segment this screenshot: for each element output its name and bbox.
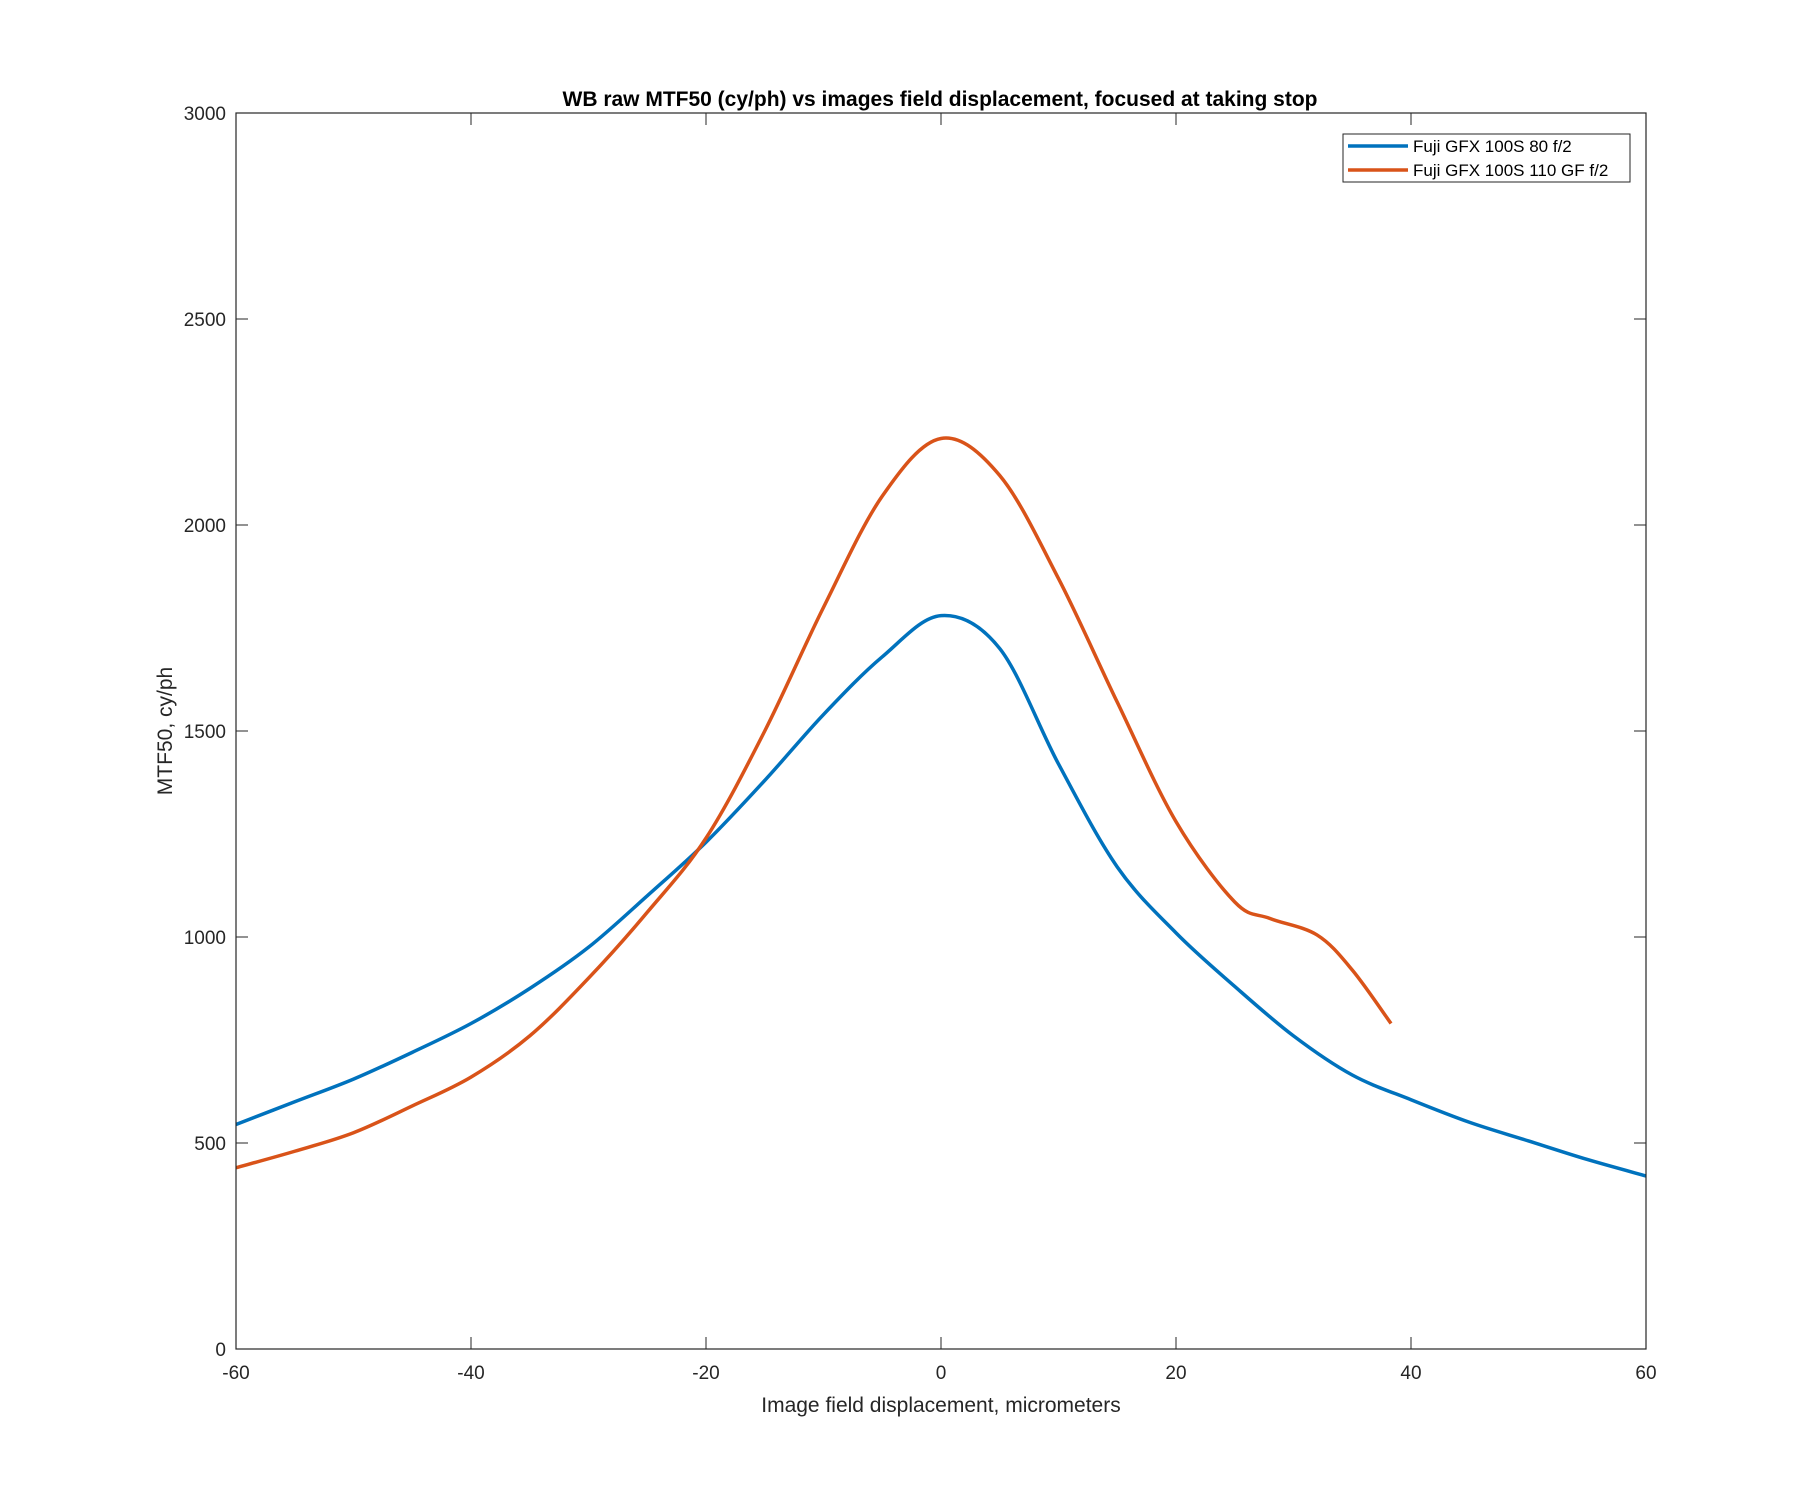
x-tick-label: -40 xyxy=(457,1363,484,1384)
legend-box xyxy=(1342,133,1631,183)
series-line-1 xyxy=(235,613,1647,1178)
series-line-2 xyxy=(235,436,1393,1170)
y-tick-label: 2500 xyxy=(184,310,226,331)
series-layer xyxy=(235,436,1647,1178)
x-tick-label: 40 xyxy=(1400,1363,1421,1384)
x-tick-label: -20 xyxy=(692,1363,719,1384)
y-tick-label: 1000 xyxy=(184,928,226,949)
legend-label-series-1: Fuji GFX 100S 80 f/2 xyxy=(1413,137,1572,156)
legend: Fuji GFX 100S 80 f/2 Fuji GFX 100S 110 G… xyxy=(1342,133,1631,183)
y-tick-label: 1500 xyxy=(184,722,226,743)
x-tick-label: 60 xyxy=(1635,1363,1656,1384)
x-axis-label: Image field displacement, micrometers xyxy=(761,1394,1120,1417)
y-tick-label: 3000 xyxy=(184,104,226,125)
y-tick-label: 2000 xyxy=(184,516,226,537)
y-tick-label: 0 xyxy=(215,1340,226,1361)
y-tick-label: 500 xyxy=(194,1134,226,1155)
chart-title: WB raw MTF50 (cy/ph) vs images field dis… xyxy=(563,88,1318,111)
ticks-layer: -60 -40 -20 0 20 40 60 0 500 1000 1500 2000 2500 3000 xyxy=(184,104,1657,1384)
plot-area xyxy=(236,113,1646,1349)
x-tick-label: -60 xyxy=(222,1363,249,1384)
legend-label-series-2: Fuji GFX 100S 110 GF f/2 xyxy=(1413,161,1608,180)
x-tick-label: 0 xyxy=(936,1363,947,1384)
y-axis-label: MTF50, cy/ph xyxy=(154,667,177,795)
x-tick-label: 20 xyxy=(1165,1363,1186,1384)
